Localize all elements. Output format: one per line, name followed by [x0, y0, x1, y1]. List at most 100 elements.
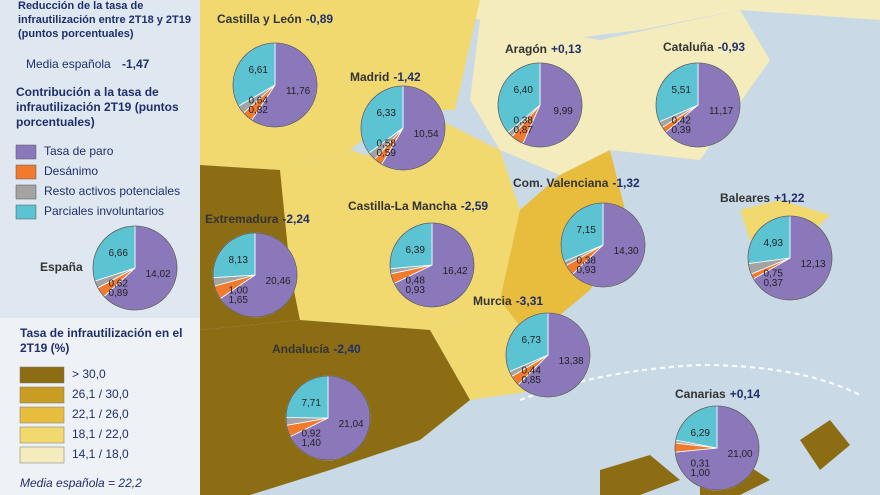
pie-value-label: 0,85 [521, 375, 541, 386]
pie-value-label: 0,44 [521, 366, 541, 377]
region-name: Madrid [350, 70, 389, 84]
pie-value-label: 8,13 [228, 255, 248, 266]
pie-value-label: 0,87 [513, 125, 533, 136]
pie-value-label: 6,29 [690, 428, 710, 439]
legend-label: 26,1 / 30,0 [72, 387, 129, 401]
pie-value-label: 0,93 [405, 285, 425, 296]
pie-value-label: 16,42 [443, 266, 468, 277]
pie-value-label: 0,64 [248, 96, 268, 107]
pie-value-label: 6,66 [108, 248, 128, 259]
region-name: Canarias [675, 387, 726, 401]
pie-value-label: 13,38 [559, 356, 584, 367]
region-change: -0,89 [306, 12, 334, 26]
pie-outline [655, 62, 741, 148]
average-value: -1,47 [122, 57, 150, 71]
region-name: Andalucía [272, 342, 330, 356]
region-change: -1,32 [612, 176, 640, 190]
region-change: +1,22 [774, 191, 805, 205]
pie-value-label: 0,39 [671, 125, 691, 136]
pie-outline [505, 312, 591, 398]
region-change: -2,59 [461, 199, 489, 213]
pie-value-label: 0,59 [376, 148, 396, 159]
pie-value-label: 0,38 [513, 116, 533, 127]
pie-value-label: 6,40 [513, 85, 533, 96]
title-line: Reducción de la tasa de infrautilización … [18, 0, 191, 40]
pie-value-label: 12,13 [801, 259, 826, 270]
pie-outline [747, 215, 833, 301]
region-name: Com. Valenciana [513, 176, 609, 190]
pie-value-label: 0,82 [248, 105, 268, 116]
pie-value-label: 1,00 [690, 468, 710, 479]
pie-value-label: 6,73 [521, 335, 541, 346]
pie-value-label: 0,62 [108, 279, 128, 290]
pie-value-label: 0,93 [576, 265, 596, 276]
canarias-frame [519, 363, 861, 401]
pie-value-label: 0,75 [763, 269, 783, 280]
pie-outline [285, 375, 371, 461]
region-name: Extremadura [205, 212, 279, 226]
region-name: Cataluña [663, 40, 714, 54]
pie-value-label: 11,76 [286, 86, 311, 97]
pie-outline [497, 62, 583, 148]
pie-value-label: 0,38 [576, 256, 596, 267]
pie-value-label: 21,04 [339, 419, 364, 430]
region-name: Castilla-La Mancha [348, 199, 457, 213]
pie-outline [212, 232, 298, 318]
pie-value-label: 0,37 [763, 278, 783, 289]
legend-swatch [19, 366, 65, 384]
legend-label: Parciales involuntarios [44, 204, 164, 218]
legend-label: Resto activos potenciales [44, 184, 180, 198]
region-name: Baleares [720, 191, 770, 205]
pie-value-label: 0,58 [376, 139, 396, 150]
region-canarias [600, 455, 680, 495]
region-change: +0,14 [730, 387, 761, 401]
region-change: -0,93 [718, 40, 746, 54]
legend-label: 14,1 / 18,0 [72, 447, 129, 461]
region-change: -1,42 [393, 70, 421, 84]
pie-outline [360, 85, 446, 171]
pie-value-label: 0,89 [108, 288, 128, 299]
pie-value-label: 9,99 [553, 106, 573, 117]
pie-value-label: 1,00 [228, 286, 248, 297]
legend-swatch [19, 386, 65, 404]
legend-label: Desánimo [44, 164, 98, 178]
legend-swatch [15, 144, 37, 160]
legend-swatch [19, 426, 65, 444]
legend-label: Tasa de paro [44, 144, 114, 158]
pie-value-label: 6,61 [248, 65, 268, 76]
pie-value-label: 11,17 [709, 106, 734, 117]
pie-value-label: 0,42 [671, 116, 691, 127]
pie-outline [674, 405, 760, 491]
region-cyl [200, 0, 480, 170]
region-name: Aragón [505, 42, 547, 56]
legend-swatch [15, 164, 37, 180]
region-change: -3,31 [516, 294, 544, 308]
pie-value-label: 5,51 [671, 85, 691, 96]
region-canarias-3 [800, 420, 850, 470]
pie-value-label: 14,30 [614, 246, 639, 257]
pie-value-label: 4,93 [763, 238, 783, 249]
legend-note: Media española = 22,2 [20, 476, 142, 490]
pie-value-label: 6,39 [405, 245, 425, 256]
pie-value-label: 0,31 [690, 459, 710, 470]
pie-value-label: 1,40 [301, 438, 321, 449]
pie-outline [232, 42, 318, 128]
region-change: +0,13 [551, 42, 582, 56]
legend-swatch [19, 406, 65, 424]
legend-label: > 30,0 [72, 367, 106, 381]
legend-swatch [15, 184, 37, 200]
pie-value-label: 1,65 [228, 295, 248, 306]
region-name: España [40, 260, 83, 274]
pie-value-label: 0,92 [301, 429, 321, 440]
pie-value-label: 21,00 [728, 449, 753, 460]
legend-swatch [15, 204, 37, 220]
pie-value-label: 20,46 [266, 276, 291, 287]
region-name: Castilla y León [217, 12, 302, 26]
pie-outline [92, 225, 178, 311]
pie-outline [560, 202, 646, 288]
legend-label: 18,1 / 22,0 [72, 427, 129, 441]
map-legend-title: Tasa de infrautilización en el 2T19 (%) [20, 326, 183, 355]
pie-value-label: 10,54 [414, 129, 439, 140]
pie-value-label: 7,71 [301, 398, 321, 409]
